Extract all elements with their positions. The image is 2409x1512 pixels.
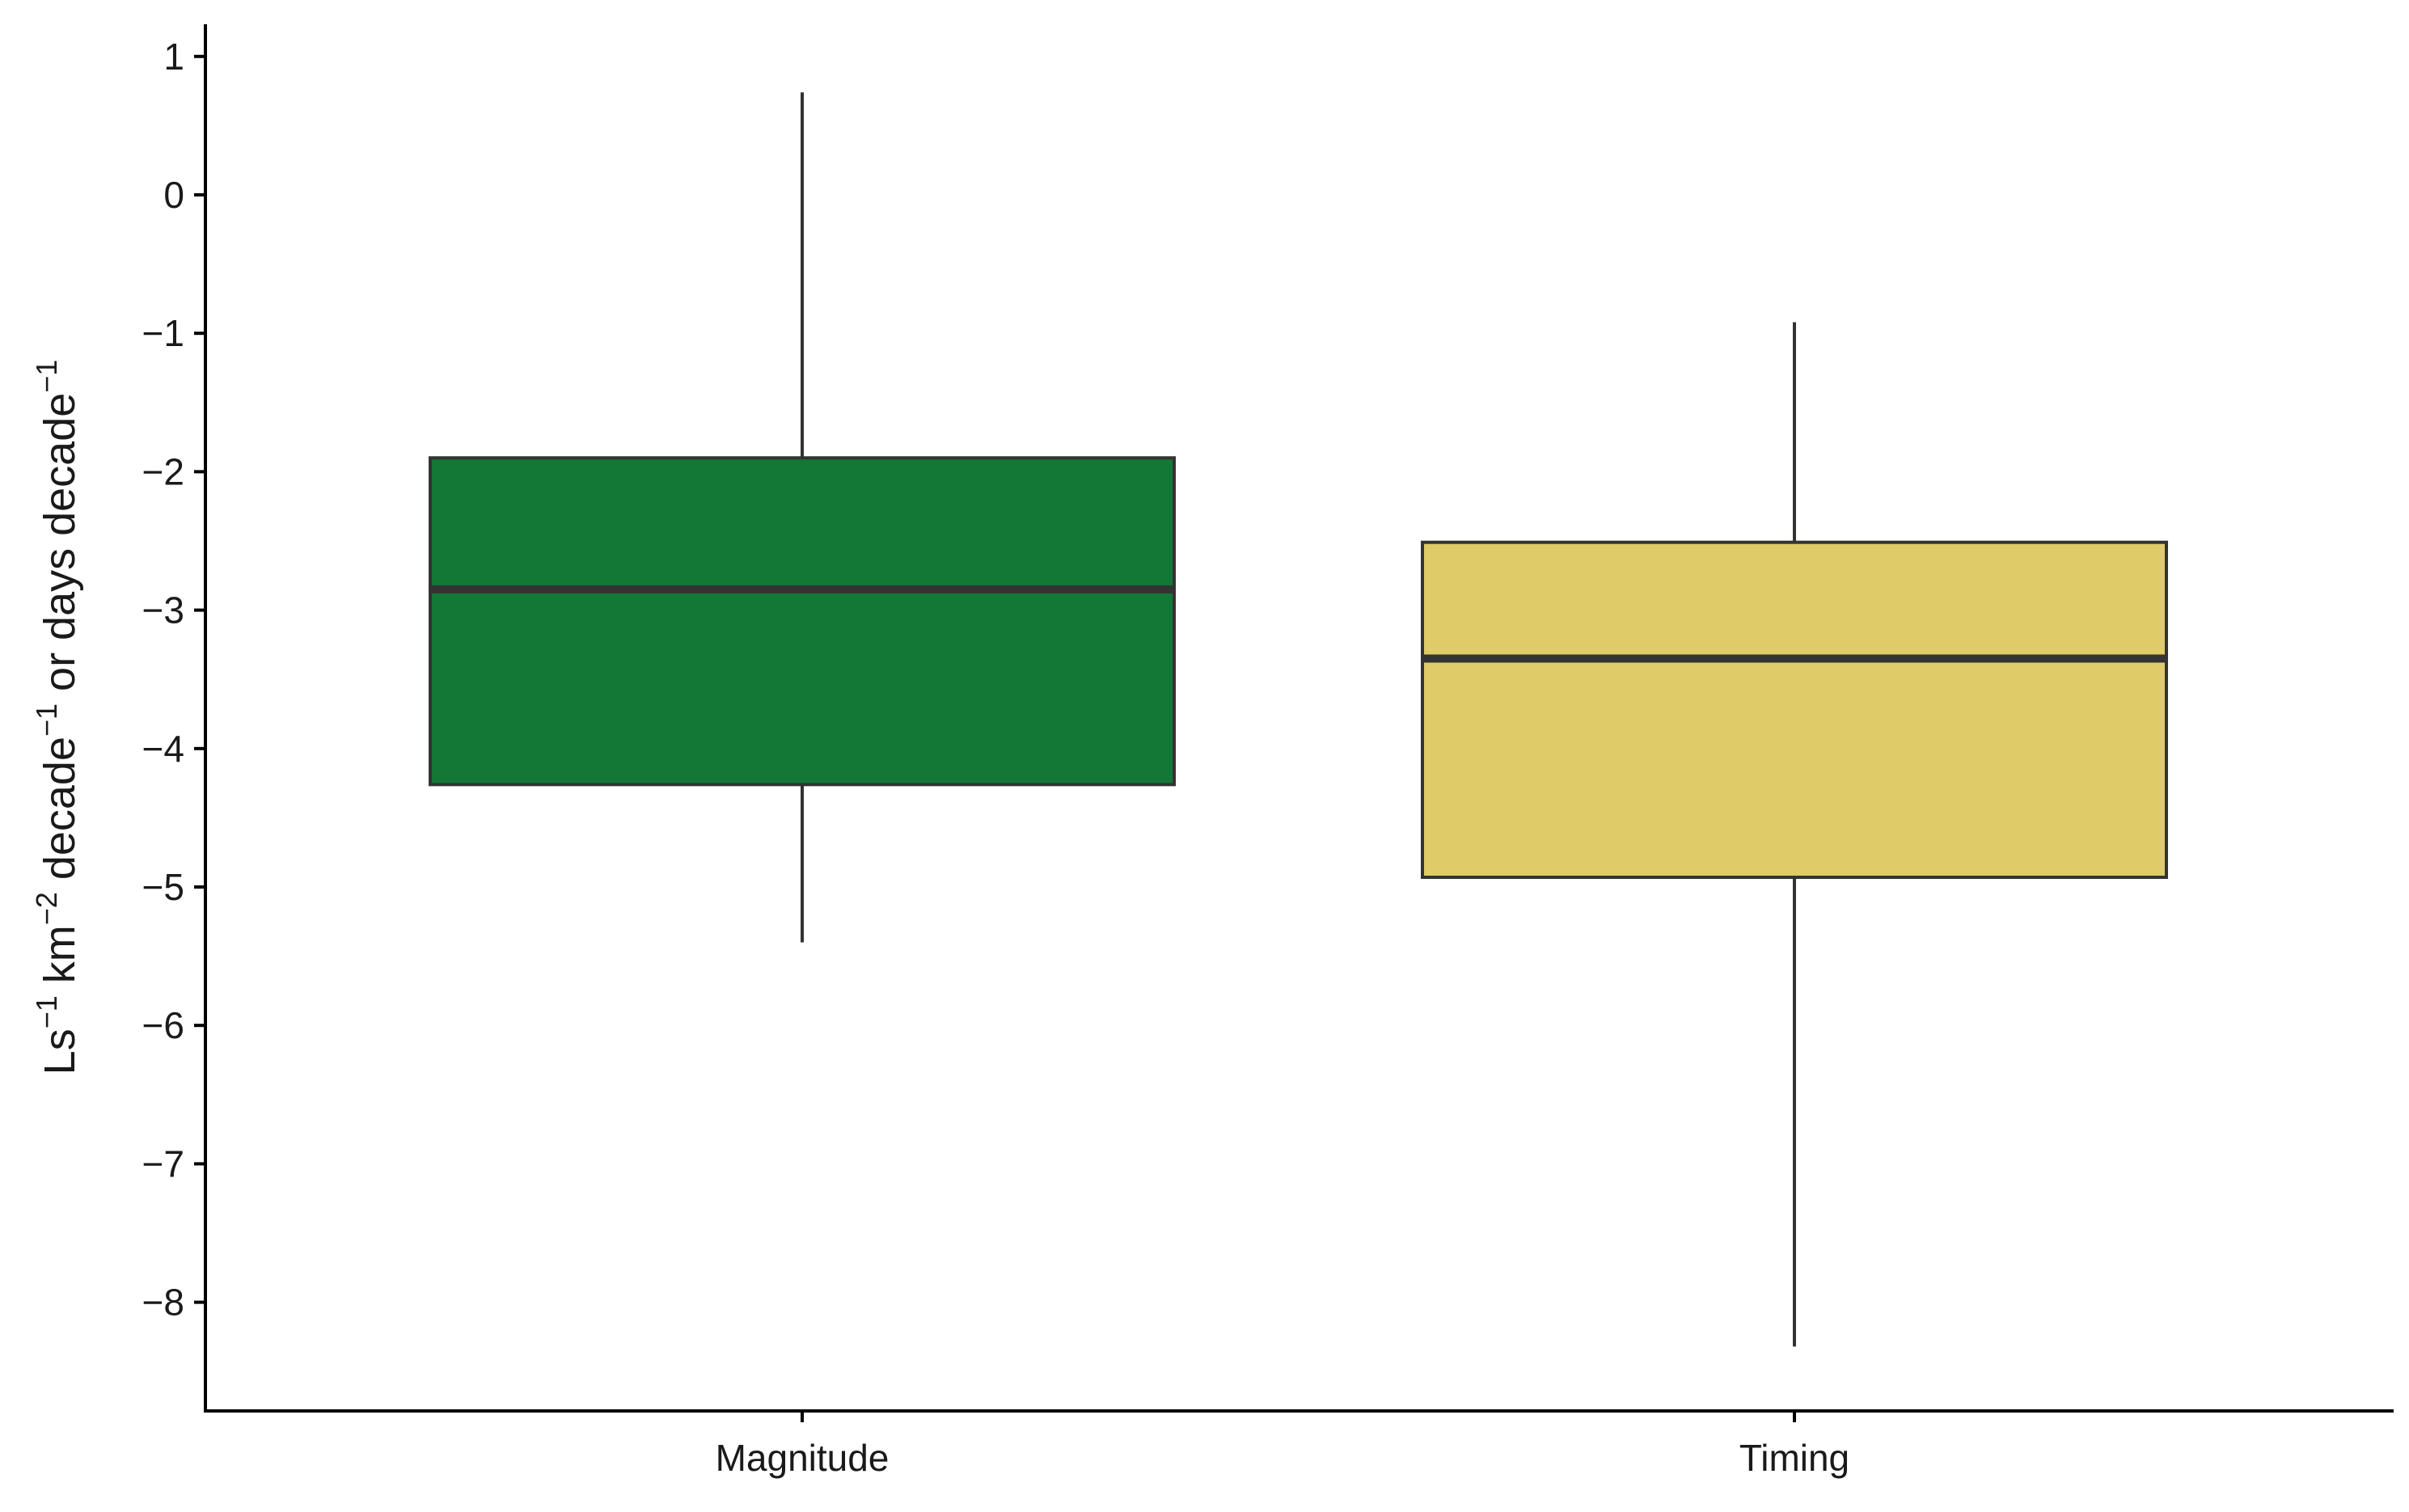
y-axis-title-superscript: −1 — [30, 703, 63, 737]
y-axis-title-superscript: −2 — [30, 892, 63, 925]
y-ticks: 1 0 −1 −2 −3 −4 −5 −6 −7 −8 — [142, 36, 205, 1324]
x-ticks: Magnitude Timing — [716, 1411, 1849, 1479]
y-axis-title-part: or days decade — [36, 393, 84, 703]
x-tick-label: Magnitude — [716, 1437, 890, 1479]
y-tick-label: −1 — [142, 312, 184, 354]
box-timing — [1421, 322, 2168, 1347]
y-tick-label: −4 — [142, 728, 184, 770]
box-iqr — [429, 456, 1176, 787]
y-tick-label: −7 — [142, 1142, 184, 1185]
y-tick-label: −2 — [142, 450, 184, 492]
y-tick-label: 1 — [163, 36, 184, 78]
y-axis-title-part: decade — [36, 737, 84, 892]
y-tick-label: 0 — [163, 174, 184, 216]
box-magnitude — [429, 92, 1176, 943]
y-tick-label: −6 — [142, 1004, 184, 1046]
y-axis-title-superscript: −1 — [30, 995, 63, 1028]
boxes-layer — [429, 92, 2168, 1347]
y-axis-title: Ls−1 km−2 decade−1 or days decade−1 — [30, 360, 84, 1075]
x-tick-label: Timing — [1739, 1437, 1849, 1479]
y-axis-title-part: Ls — [36, 1028, 84, 1075]
y-axis-title-superscript: −1 — [30, 360, 63, 393]
y-tick-label: −3 — [142, 589, 184, 631]
y-axis-title-part: km — [36, 925, 84, 995]
y-tick-label: −8 — [142, 1282, 184, 1324]
box-iqr — [1421, 540, 2168, 880]
y-tick-label: −5 — [142, 866, 184, 908]
